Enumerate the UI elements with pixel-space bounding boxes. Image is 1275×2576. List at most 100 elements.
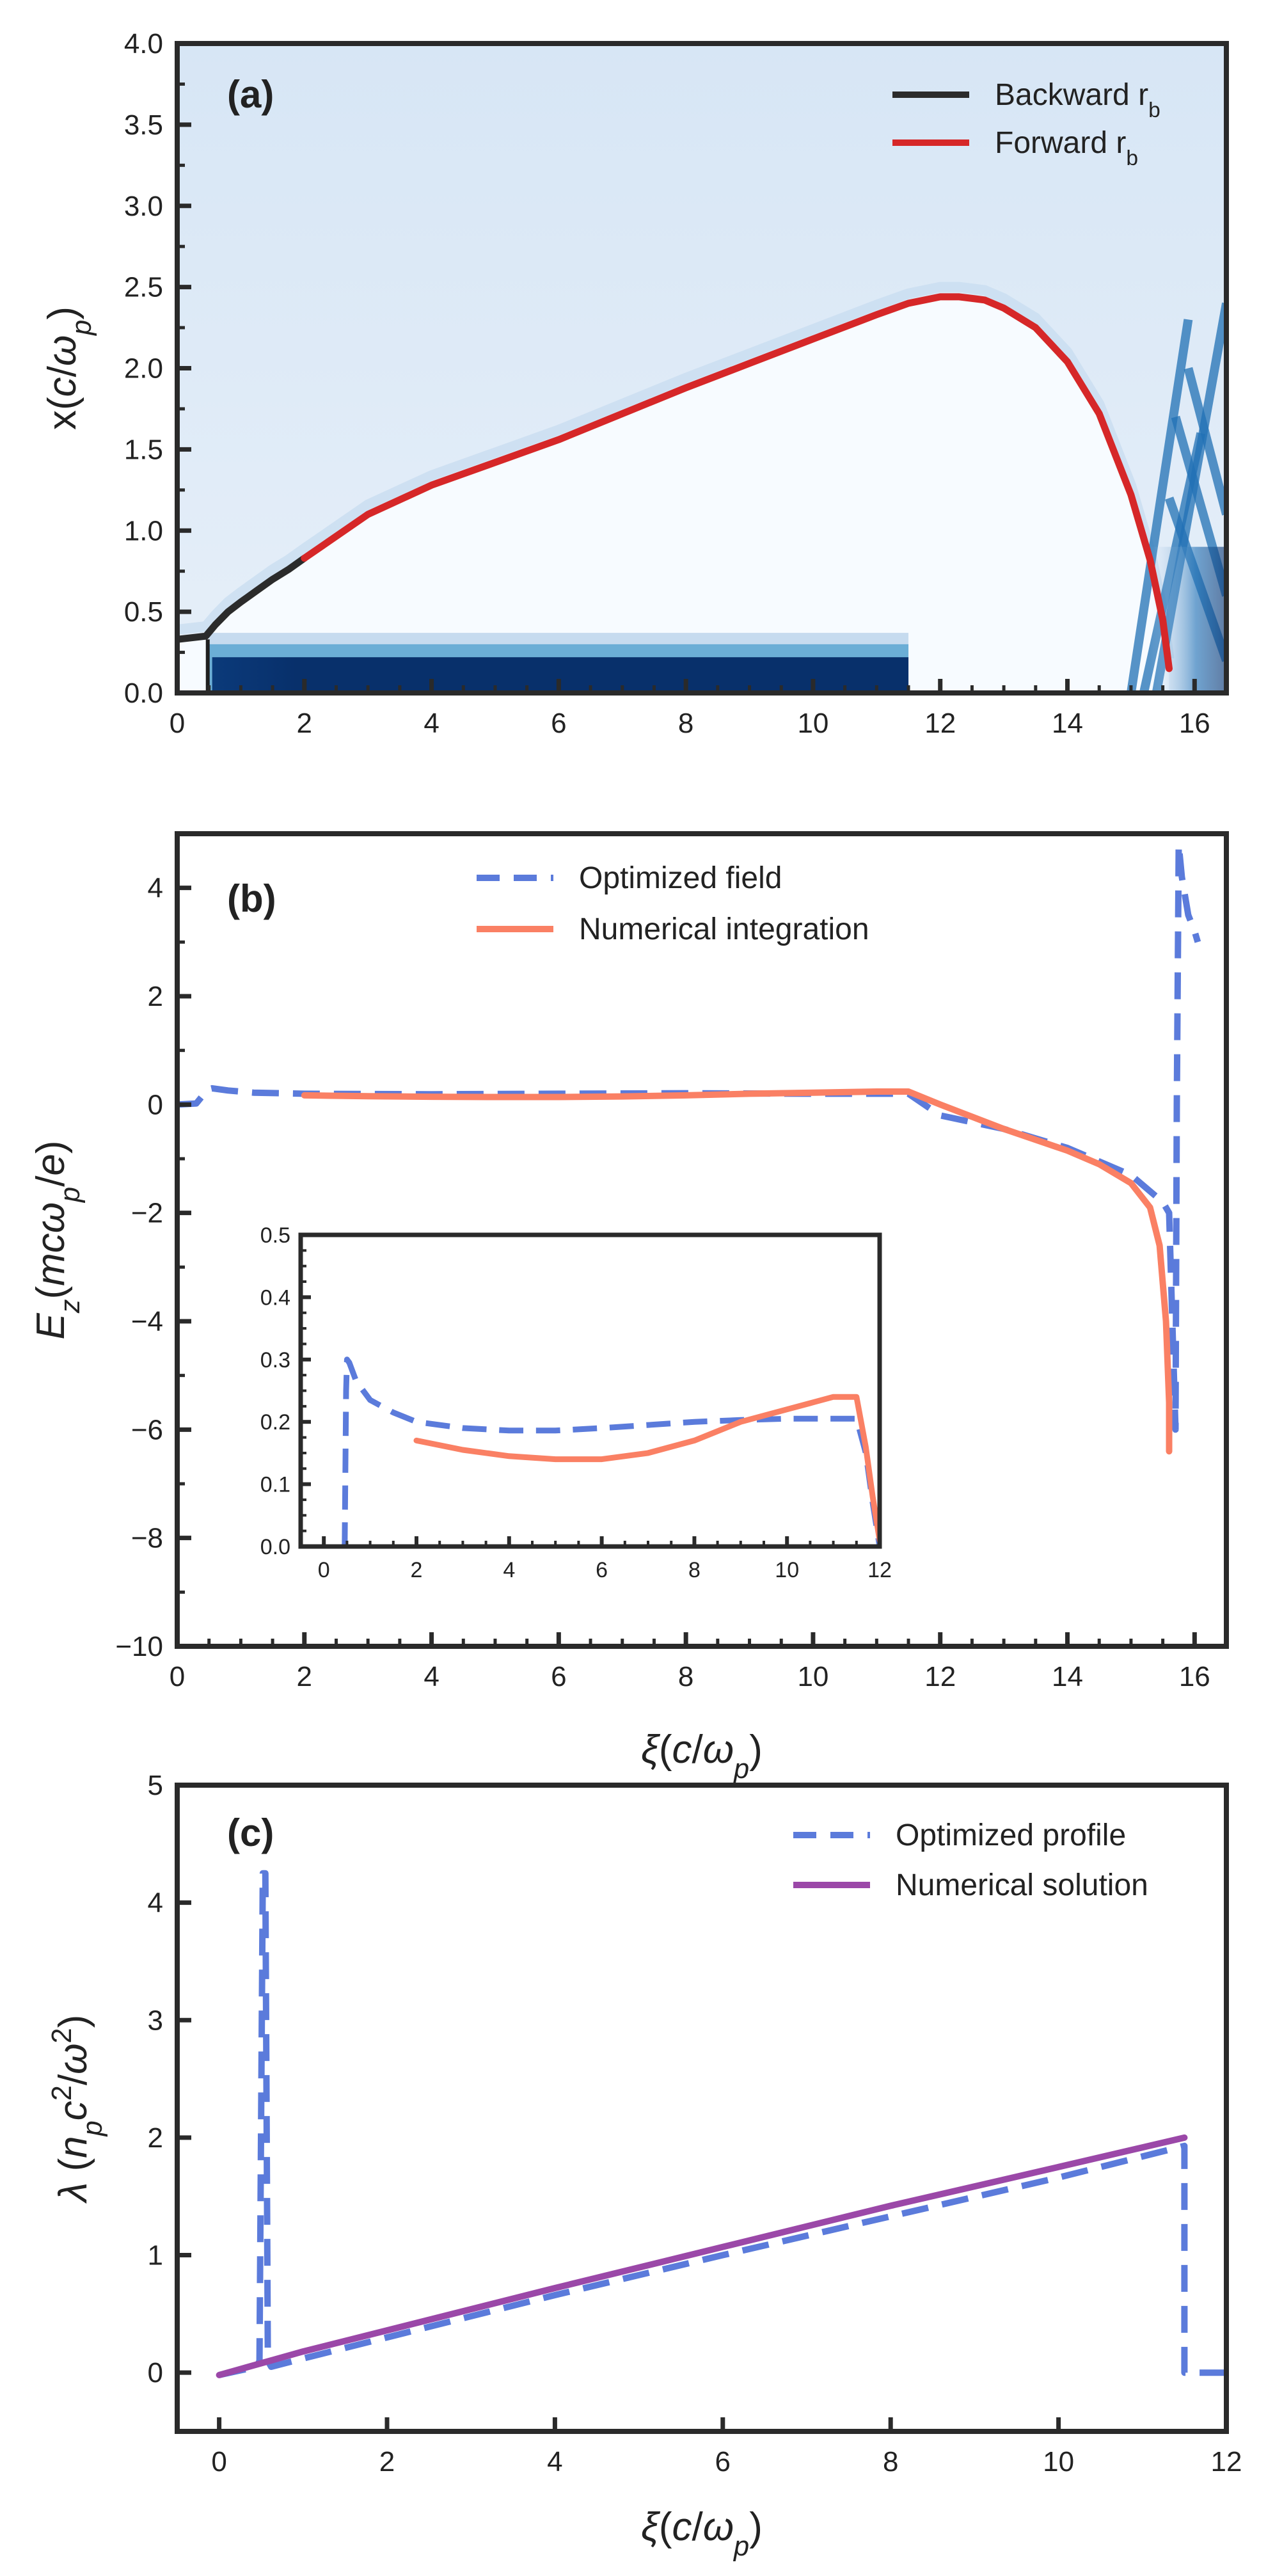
x-tick-label: 10 (797, 1661, 828, 1692)
x-tick-label: 6 (715, 2446, 731, 2477)
axes-a: 0 2 4 6 8 10 12 14 16 0.0 0.5 1.0 1.5 2.0 2.5 3.0 3.5 4.0… (40, 28, 1229, 739)
y-tick-label: 4 (148, 1888, 163, 1919)
x-tick-label: 4 (547, 2446, 562, 2477)
y-tick-label: −2 (131, 1198, 163, 1229)
series-line-numerical-integration (301, 1088, 1173, 1455)
x-axis-label-c: ξ(c/ωp) (641, 2505, 763, 2562)
plot-frame (175, 831, 1229, 1649)
x-tick-label: 10 (775, 1558, 799, 1582)
x-tick-label: 8 (678, 1661, 693, 1692)
sheath-band (177, 282, 1175, 660)
x-tick-label: 2 (297, 708, 312, 739)
legend-entry-label: Optimized profile (896, 1818, 1126, 1852)
y-tick-label: 0.5 (260, 1223, 290, 1248)
series-layer-a (177, 293, 1173, 672)
y-tick-label: 0.0 (260, 1535, 290, 1559)
panel-label-a: (a) (227, 73, 274, 116)
y-axis-label-c: λ (npc2/ω2) (47, 2015, 108, 2204)
legend-entry-label: Backward rb (995, 78, 1160, 122)
series-layer-c (216, 1870, 1226, 2378)
y-tick-label: 2.0 (124, 353, 163, 385)
series-layer-b (177, 841, 1201, 1455)
y-tick-label: 0.1 (260, 1473, 290, 1497)
panel-b: 0 2 4 6 8 10 12 14 16 −10 −8 −6 −4 −2 0 2 4 ξ(c/ωp) Ez(mcω… (29, 831, 1229, 1785)
y-tick-label: 4 (148, 873, 163, 904)
x-tick-label: 4 (503, 1558, 515, 1582)
x-tick-label: 0 (170, 708, 185, 739)
sheath-stripe (1126, 319, 1193, 693)
blowout-region (177, 296, 1169, 693)
x-tick-label: 0 (211, 2446, 226, 2477)
x-tick-label: 2 (297, 1661, 312, 1692)
y-axis-label-b: Ez(mcωp/e) (29, 1140, 86, 1339)
series-line-numerical-integration (413, 1394, 880, 1543)
series-line-backward-r-b (177, 554, 308, 643)
y-tick-label: 1.0 (124, 515, 163, 546)
legend-entry-label: Numerical integration (579, 912, 869, 946)
inset-chart: 0 2 4 6 8 10 12 0.0 0.1 0.2 0.3 0.4 0.5 (260, 1223, 892, 1582)
y-tick-label: 3 (148, 2005, 163, 2036)
y-tick-label: −6 (131, 1414, 163, 1445)
x-tick-label: 2 (411, 1558, 423, 1582)
x-tick-label: 4 (424, 708, 439, 739)
panel-a: 0 2 4 6 8 10 12 14 16 0.0 0.5 1.0 1.5 2.0 2.5 3.0 3.5 4.0… (40, 28, 1229, 739)
x-tick-label: 14 (1052, 708, 1083, 739)
beam-head-marker (205, 639, 210, 693)
panel-label-b: (b) (227, 877, 276, 920)
legend-b: Optimized field Numerical integration (477, 861, 869, 946)
x-tick-label: 4 (424, 1661, 439, 1692)
inset-axes: 0 2 4 6 8 10 12 0.0 0.1 0.2 0.3 0.4 0.5 (260, 1223, 892, 1582)
x-tick-label: 16 (1179, 708, 1210, 739)
x-tick-label: 0 (170, 1661, 185, 1692)
x-tick-label: 12 (924, 708, 956, 739)
series-line-numerical-solution (216, 2134, 1188, 2378)
x-tick-label: 10 (1043, 2446, 1074, 2477)
x-tick-label: 12 (1211, 2446, 1242, 2477)
panel-label-c: (c) (227, 1811, 274, 1854)
y-tick-label: −8 (131, 1523, 163, 1554)
y-tick-label: 0.0 (124, 678, 163, 709)
x-tick-label: 6 (551, 1661, 566, 1692)
density-heatmap (177, 44, 1226, 693)
x-axis-label-b: ξ(c/ωp) (641, 1728, 763, 1785)
x-tick-label: 6 (596, 1558, 608, 1582)
x-tick-label: 2 (379, 2446, 395, 2477)
inset-background (301, 1235, 880, 1546)
y-tick-label: −4 (131, 1306, 163, 1337)
legend-entry-label: Optimized field (579, 861, 782, 895)
legend-entry-label: Forward rb (995, 126, 1138, 170)
x-tick-label: 8 (883, 2446, 898, 2477)
x-tick-label: 8 (678, 708, 693, 739)
y-tick-label: 0.5 (124, 596, 163, 628)
x-tick-label: 16 (1179, 1661, 1210, 1692)
x-tick-label: 14 (1052, 1661, 1083, 1692)
y-tick-label: 1.5 (124, 434, 163, 465)
y-tick-label: 0 (148, 1089, 163, 1120)
x-tick-label: 10 (797, 708, 828, 739)
legend-c: Optimized profile Numerical solution (793, 1818, 1148, 1902)
y-tick-label: 2 (148, 2122, 163, 2154)
x-tick-label: 6 (551, 708, 566, 739)
y-tick-label: 3.5 (124, 109, 163, 141)
y-axis-label-a: x(c/ωp) (40, 306, 97, 430)
y-tick-label: 2 (148, 981, 163, 1012)
y-tick-label: 0.3 (260, 1348, 290, 1372)
series-line-optimized-field (342, 1356, 880, 1546)
x-tick-label: 12 (924, 1661, 956, 1692)
y-tick-label: 0.2 (260, 1410, 290, 1435)
y-tick-label: −10 (115, 1631, 163, 1662)
series-line-optimized-profile (218, 1870, 1226, 2378)
x-tick-label: 12 (867, 1558, 892, 1582)
y-tick-label: 0 (148, 2357, 163, 2389)
plot-frame (175, 1783, 1229, 2434)
inset-series-layer (342, 1356, 880, 1546)
x-tick-label: 0 (318, 1558, 330, 1582)
y-tick-label: 4.0 (124, 28, 163, 60)
y-tick-label: 2.5 (124, 272, 163, 303)
axes-b: 0 2 4 6 8 10 12 14 16 −10 −8 −6 −4 −2 0 2 4 ξ(c/ωp) Ez(mcω… (29, 831, 1229, 1785)
legend-entry-label: Numerical solution (896, 1868, 1148, 1902)
y-tick-label: 0.4 (260, 1285, 290, 1310)
